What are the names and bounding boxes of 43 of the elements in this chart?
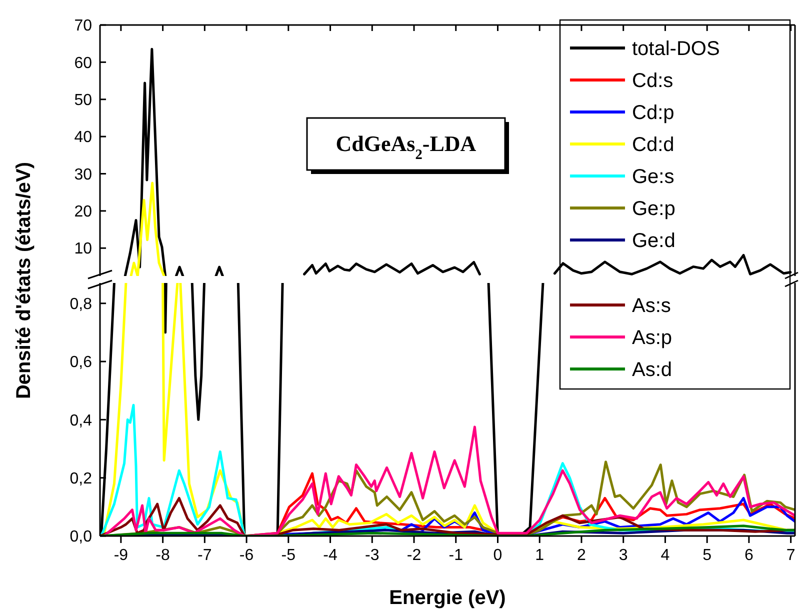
legend-label: Ge:d <box>632 230 676 252</box>
y-tick-label: 40 <box>74 129 92 146</box>
y-tick-label: 50 <box>74 92 92 109</box>
legend-label: Ge:p <box>632 198 676 220</box>
x-axis-title: Energie (eV) <box>389 587 506 609</box>
x-tick-label: 6 <box>744 547 754 564</box>
legend-label: Cd:d <box>632 134 674 156</box>
x-tick-label: -4 <box>323 547 338 564</box>
y-tick-label: 60 <box>74 54 92 72</box>
y-tick-label: 0,2 <box>70 470 92 488</box>
legend-label: Cd:p <box>632 102 674 124</box>
legend-label: As:d <box>632 359 672 381</box>
x-tick-label: 1 <box>535 547 544 564</box>
legend-label: total-DOS <box>632 38 720 60</box>
y-axis-title: Densité d'états (états/eV) <box>13 162 35 400</box>
x-tick-label: -3 <box>365 547 380 564</box>
legend-label: As:p <box>632 327 672 349</box>
y-tick-label: 10 <box>74 240 92 258</box>
line-series <box>130 182 166 276</box>
x-tick-label: -5 <box>281 547 296 564</box>
annotation: CdGeAs$_{2}$-LDA <box>336 131 476 163</box>
x-tick-label: 7 <box>786 547 796 564</box>
y-tick-label: 20 <box>74 204 92 221</box>
y-tick-label: 30 <box>74 166 92 184</box>
x-tick-label: -9 <box>114 547 128 564</box>
x-tick-label: -7 <box>198 547 212 564</box>
x-tick-label: 0 <box>493 547 502 564</box>
y-tick-label: 70 <box>74 18 92 35</box>
y-tick-label: 0,6 <box>70 354 92 372</box>
legend-label: Cd:s <box>632 70 674 92</box>
x-tick-label: 5 <box>702 547 712 564</box>
x-tick-label: 3 <box>618 547 628 564</box>
x-tick-label: -1 <box>448 547 464 564</box>
x-tick-label: 2 <box>577 547 586 564</box>
legend-label: Ge:s <box>632 166 674 188</box>
x-tick-label: -8 <box>156 547 170 564</box>
x-tick-label: 4 <box>660 547 670 564</box>
y-tick-label: 0,0 <box>70 528 92 546</box>
legend-label: As:s <box>632 295 671 317</box>
y-tick-label: 0,4 <box>70 412 92 430</box>
y-tick-label: 0,8 <box>70 296 92 313</box>
x-tick-label: -2 <box>406 547 422 564</box>
x-tick-label: -6 <box>239 547 254 564</box>
